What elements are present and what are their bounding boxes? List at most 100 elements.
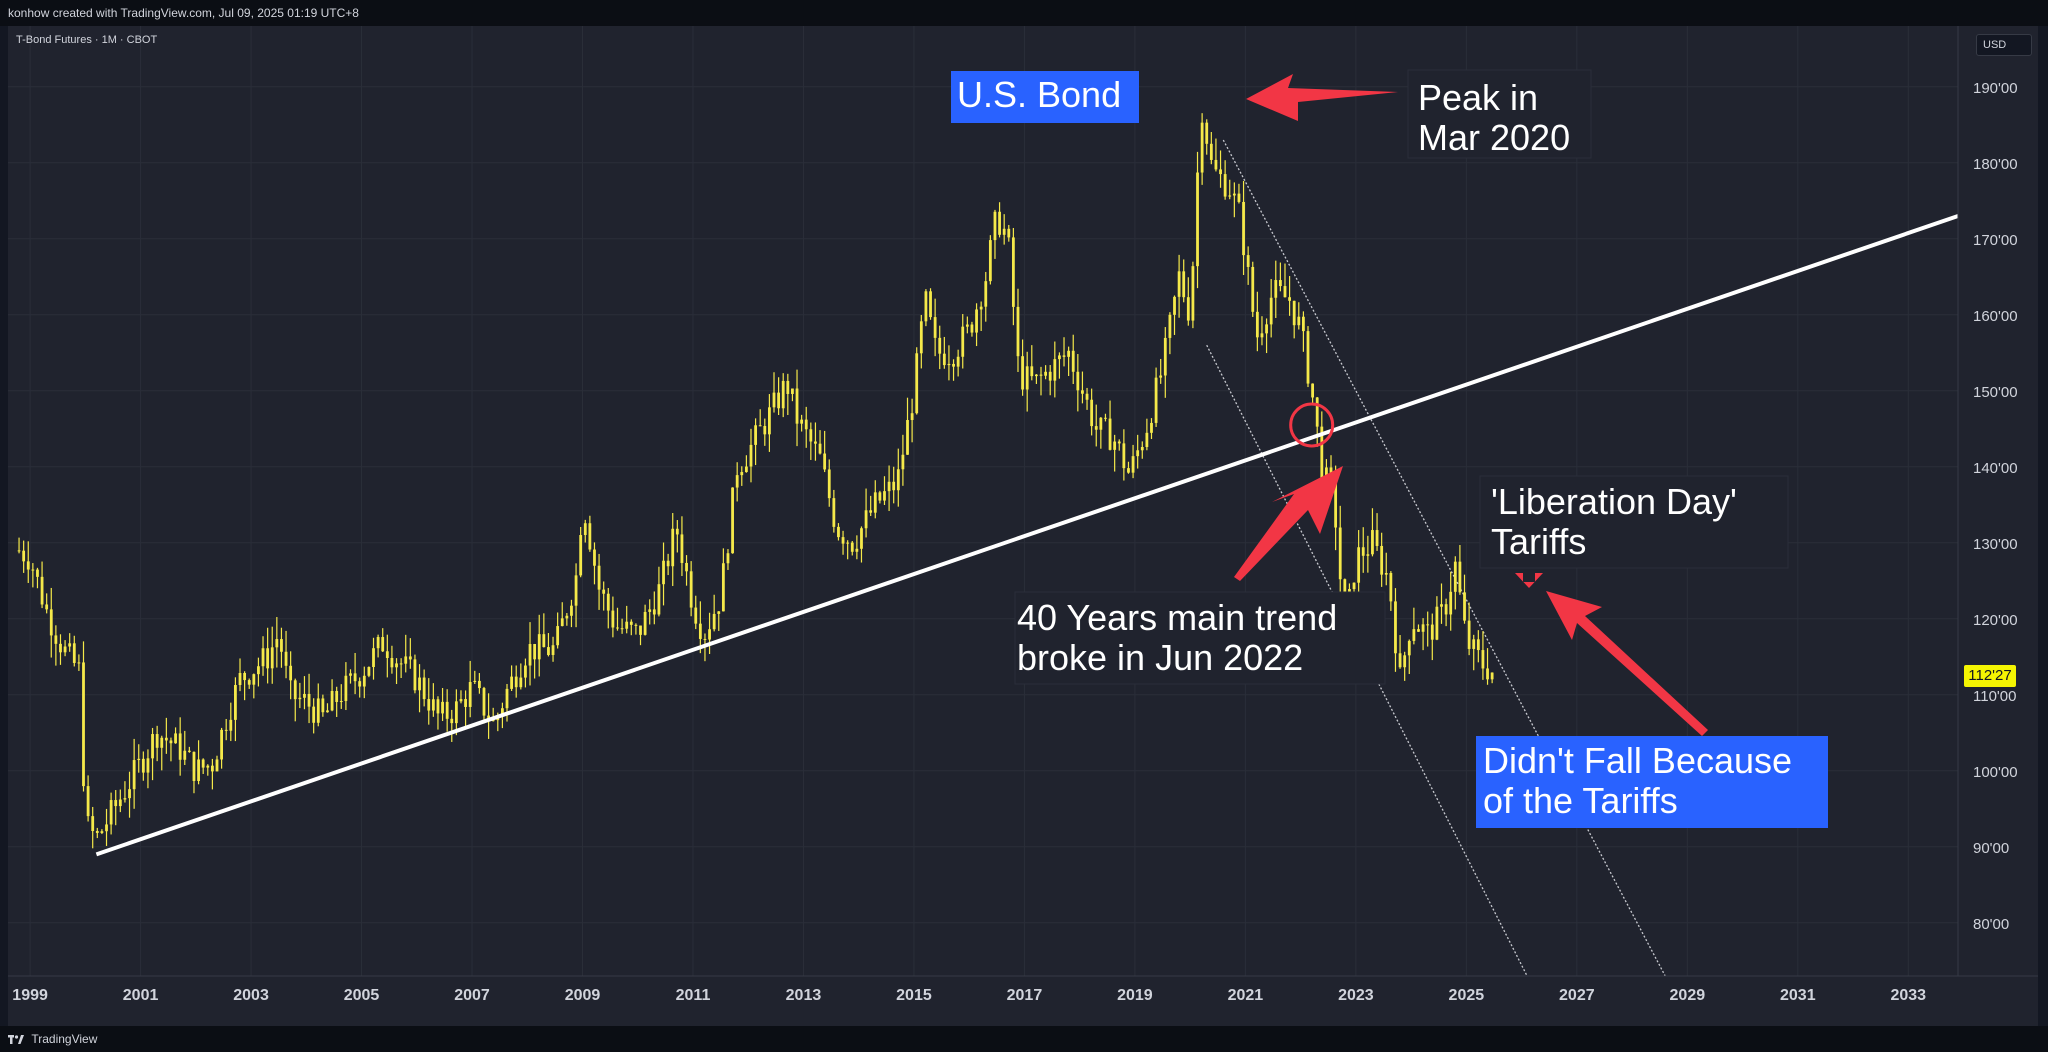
candle-body bbox=[1140, 447, 1144, 451]
candle-body bbox=[1490, 672, 1494, 680]
candle-body bbox=[473, 680, 477, 683]
candle-body bbox=[86, 786, 90, 817]
candle-body bbox=[229, 719, 233, 731]
candle-body bbox=[694, 607, 698, 624]
candle-body bbox=[616, 627, 619, 629]
price-chart[interactable]: 80'00 90'00 100'00 110'00 120'00 130'00 140'00… bbox=[8, 26, 2038, 1026]
candle-body bbox=[1412, 629, 1416, 641]
candle-body bbox=[560, 618, 564, 627]
candle-body bbox=[1048, 371, 1052, 381]
long-term-trendline[interactable] bbox=[95, 214, 1959, 857]
price-tick-label: 170'00 bbox=[1973, 232, 2018, 249]
candle-body bbox=[892, 481, 896, 491]
candle-body bbox=[1067, 350, 1071, 357]
candle-body bbox=[708, 629, 711, 640]
time-tick-label: 2009 bbox=[565, 987, 601, 1004]
candle-body bbox=[841, 537, 845, 544]
time-tick-label: 2031 bbox=[1780, 987, 1816, 1004]
candle-body bbox=[1394, 601, 1397, 654]
trend-break-marker bbox=[1289, 402, 1335, 448]
candle-body bbox=[1108, 418, 1112, 450]
candle-body bbox=[358, 681, 362, 687]
candle-body bbox=[413, 659, 417, 691]
candlestick-series bbox=[17, 113, 1494, 849]
candle-body bbox=[717, 611, 721, 614]
candle-body bbox=[1398, 653, 1402, 668]
candle-body bbox=[1361, 547, 1365, 556]
didnt-line-2: of the Tariffs bbox=[1483, 780, 1678, 821]
candle-body bbox=[777, 392, 781, 409]
candle-body bbox=[625, 621, 629, 629]
candle-body bbox=[698, 623, 702, 639]
candle-body bbox=[1219, 169, 1222, 175]
candle-body bbox=[247, 680, 251, 685]
candle-body bbox=[970, 324, 974, 333]
candle-body bbox=[427, 699, 431, 711]
candle-body bbox=[1246, 255, 1250, 267]
trend-break-box bbox=[1014, 591, 1386, 685]
candle-body bbox=[528, 644, 532, 666]
candle-body bbox=[952, 363, 955, 367]
candle-body bbox=[68, 643, 72, 647]
candle-body bbox=[860, 528, 863, 549]
candle-body bbox=[284, 651, 288, 666]
candle-body bbox=[330, 690, 334, 711]
candle-body bbox=[151, 734, 154, 759]
candle-body bbox=[160, 737, 164, 748]
time-tick-label: 2015 bbox=[896, 987, 932, 1004]
candle-body bbox=[339, 701, 343, 703]
candle-body bbox=[947, 363, 951, 366]
candle-body bbox=[482, 688, 486, 716]
candle-body bbox=[431, 699, 435, 711]
candle-body bbox=[54, 635, 58, 644]
candle-body bbox=[1186, 297, 1190, 321]
price-axis[interactable]: 80'00 90'00 100'00 110'00 120'00 130'00 140'00… bbox=[1973, 80, 2018, 933]
candle-body bbox=[1357, 547, 1361, 583]
candle-body bbox=[1159, 375, 1163, 378]
candle-body bbox=[814, 441, 817, 444]
candle-body bbox=[1081, 390, 1084, 394]
candle-body bbox=[1177, 271, 1181, 297]
candle-body bbox=[1430, 624, 1434, 640]
candle-body bbox=[878, 492, 882, 501]
candle-body bbox=[109, 800, 113, 825]
candle-body bbox=[1407, 640, 1411, 656]
candle-body bbox=[441, 701, 444, 714]
candle-body bbox=[1016, 306, 1020, 357]
candle-body bbox=[454, 701, 458, 724]
candle-body bbox=[1389, 572, 1393, 602]
currency-button[interactable]: USD bbox=[1976, 34, 2032, 56]
candle-body bbox=[49, 609, 53, 636]
candle-body bbox=[395, 663, 398, 668]
candle-body bbox=[827, 469, 831, 499]
candle-body bbox=[1117, 441, 1121, 444]
candle-body bbox=[634, 624, 638, 626]
candle-body bbox=[906, 420, 909, 455]
candle-body bbox=[1440, 604, 1443, 607]
candle-body bbox=[445, 701, 449, 719]
candle-body bbox=[128, 789, 131, 799]
time-tick-label: 2013 bbox=[786, 987, 822, 1004]
candle-body bbox=[1306, 331, 1310, 384]
liberation-line-2: Tariffs bbox=[1491, 521, 1586, 562]
candle-body bbox=[597, 565, 601, 590]
candle-body bbox=[40, 576, 44, 605]
candle-body bbox=[1021, 356, 1024, 390]
candle-body bbox=[100, 831, 104, 833]
time-axis[interactable]: 1999 2001 2003 2005 2007 2009 2011 2013 2015 2017… bbox=[12, 987, 1926, 1004]
chart-panel[interactable]: 80'00 90'00 100'00 110'00 120'00 130'00 140'00… bbox=[8, 26, 2038, 1026]
candle-body bbox=[1039, 374, 1043, 376]
candle-body bbox=[349, 673, 352, 676]
candle-body bbox=[929, 291, 932, 318]
candle-body bbox=[1090, 399, 1094, 427]
candle-body bbox=[45, 604, 49, 610]
candle-body bbox=[533, 644, 537, 660]
candle-body bbox=[376, 637, 380, 649]
candle-body bbox=[896, 469, 900, 491]
candle-body bbox=[123, 798, 127, 800]
candle-body bbox=[1007, 228, 1011, 238]
candle-body bbox=[312, 706, 316, 723]
candle-body bbox=[1150, 422, 1153, 433]
candle-body bbox=[1325, 467, 1328, 482]
candle-body bbox=[837, 526, 840, 538]
